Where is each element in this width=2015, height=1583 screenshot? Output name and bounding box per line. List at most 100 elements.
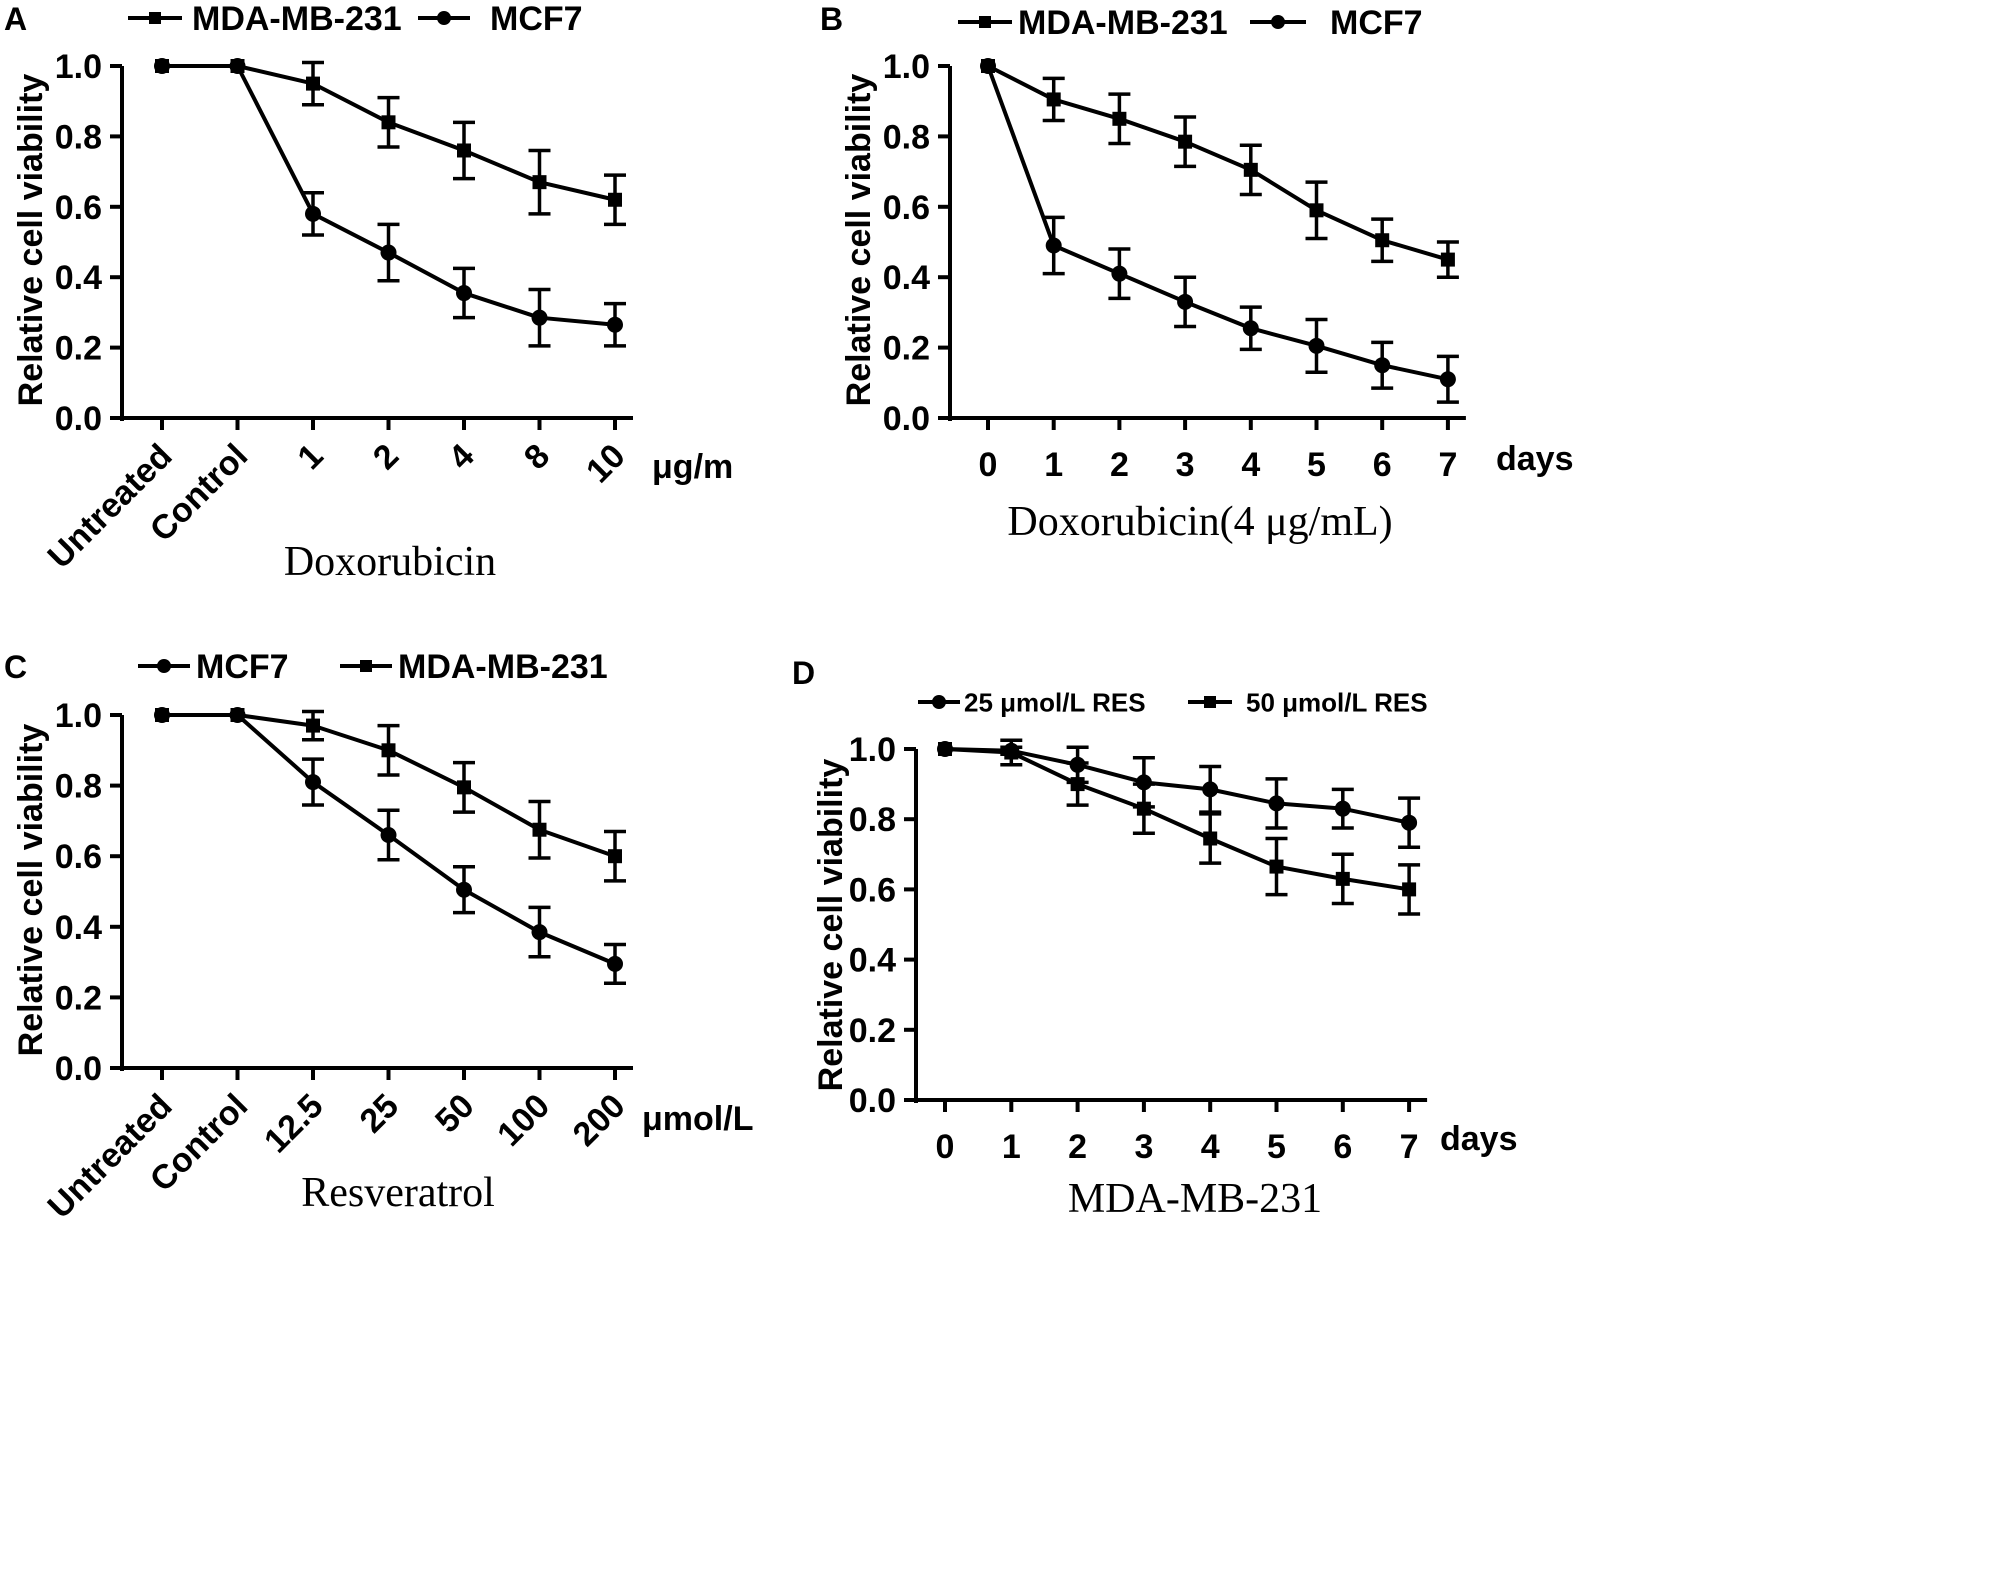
data-point [380,827,397,844]
y-tick-label: 1.0 [883,48,930,86]
y-tick-label: 1.0 [55,697,102,735]
y-tick-label: 0.6 [883,189,930,227]
y-tick-label: 0.2 [883,330,930,368]
legend-label: MCF7 [490,0,583,38]
legend-item: MCF7 [138,648,289,686]
x-axis-title: Resveratrol [301,1170,495,1216]
legend-marker [979,16,991,28]
y-tick-label: 0.0 [883,400,930,438]
y-tick-label: 0.2 [55,330,102,368]
x-unit-label: days [1440,1120,1518,1158]
data-point [1243,162,1258,177]
data-point [1269,859,1284,874]
x-tick-label: 3 [1134,1128,1153,1166]
y-axis-title: Relative cell viability [812,759,850,1092]
series-25-mol-l-res [937,741,1421,850]
x-tick-label: 6 [1373,446,1392,484]
legend-marker [1204,696,1216,708]
x-tick-label: 2 [1068,1128,1087,1166]
legend-marker [157,659,171,673]
data-point [155,708,169,722]
data-point [608,192,622,207]
data-point [1439,371,1456,388]
x-tick-label: 50 [428,1087,482,1141]
y-tick-label: 0.8 [55,118,102,156]
data-point [607,316,623,333]
data-point [457,780,471,795]
y-tick-label: 0.4 [883,259,930,297]
data-point [1268,795,1285,812]
x-axis-title: Doxorubicin [284,539,496,585]
y-tick-label: 0.4 [849,942,896,980]
data-point [1004,745,1019,760]
data-point [456,881,472,898]
x-axis-title: Doxorubicin(4 μg/mL) [1007,499,1392,545]
legend-label: MDA-MB-231 [398,648,608,686]
y-tick-label: 0.0 [55,400,102,438]
data-point [1045,237,1062,254]
x-unit-label: μg/m [652,448,733,486]
series-mcf7 [980,58,1459,404]
data-point [1136,801,1151,816]
data-point [532,175,547,190]
x-tick-label: 200 [566,1087,633,1154]
data-point [1402,882,1417,897]
data-point [1177,293,1194,310]
data-point [229,58,246,74]
legend-item: MDA-MB-231 [128,0,402,38]
data-point [306,718,320,733]
data-point [1178,134,1193,149]
x-tick-label: 5 [1267,1128,1286,1166]
y-tick-label: 0.0 [849,1082,896,1120]
data-point [1046,92,1061,107]
x-tick-label: 7 [1438,446,1457,484]
legend-label: MCF7 [1330,4,1423,42]
y-tick-label: 0.4 [55,259,102,297]
y-tick-label: 0.8 [849,801,896,839]
legend-label: MCF7 [196,648,289,686]
x-tick-label: 5 [1307,446,1326,484]
x-tick-label: 0 [936,1128,955,1166]
data-point [980,58,996,74]
y-tick-label: 0.0 [55,1050,102,1088]
data-point [938,742,952,756]
data-point [531,924,548,941]
data-point [154,58,170,74]
y-tick-label: 0.6 [849,871,896,909]
series-50-mol-l-res [938,738,1421,916]
data-point [1401,814,1418,831]
data-point [532,822,547,837]
x-unit-label: days [1496,440,1574,478]
data-point [1374,357,1391,374]
panel-letter: B [820,1,843,37]
data-point [1070,777,1085,792]
chart-panel-b: B 0.0 0.2 0.4 0.6 0.8 1.0 0 1 2 3 4 5 6 7 days Relative … [820,1,1574,545]
data-point [608,849,622,864]
data-point [456,285,472,302]
data-point [1309,203,1324,218]
legend-label: 50 μmol/L RES [1246,687,1428,717]
legend-item: 25 μmol/L RES [918,687,1146,717]
panel-letter: A [4,1,27,37]
data-point [306,76,320,91]
data-point [1112,111,1127,126]
data-point [457,143,471,158]
x-tick-label: 2 [1110,446,1129,484]
data-point [1203,831,1218,846]
data-point [1375,233,1390,248]
series-line [987,64,1449,262]
series-line [986,65,1449,382]
y-tick-label: 0.6 [55,838,102,876]
data-point [1242,320,1259,337]
data-point [1308,337,1325,354]
data-point [1135,774,1152,791]
x-unit-label: μmol/L [642,1100,753,1138]
panel-letter: D [792,655,815,691]
x-tick-label: 3 [1176,446,1195,484]
x-tick-label: 25 [353,1087,407,1141]
series-mda-mb-231 [981,59,1459,279]
legend-label: MDA-MB-231 [1018,4,1228,42]
